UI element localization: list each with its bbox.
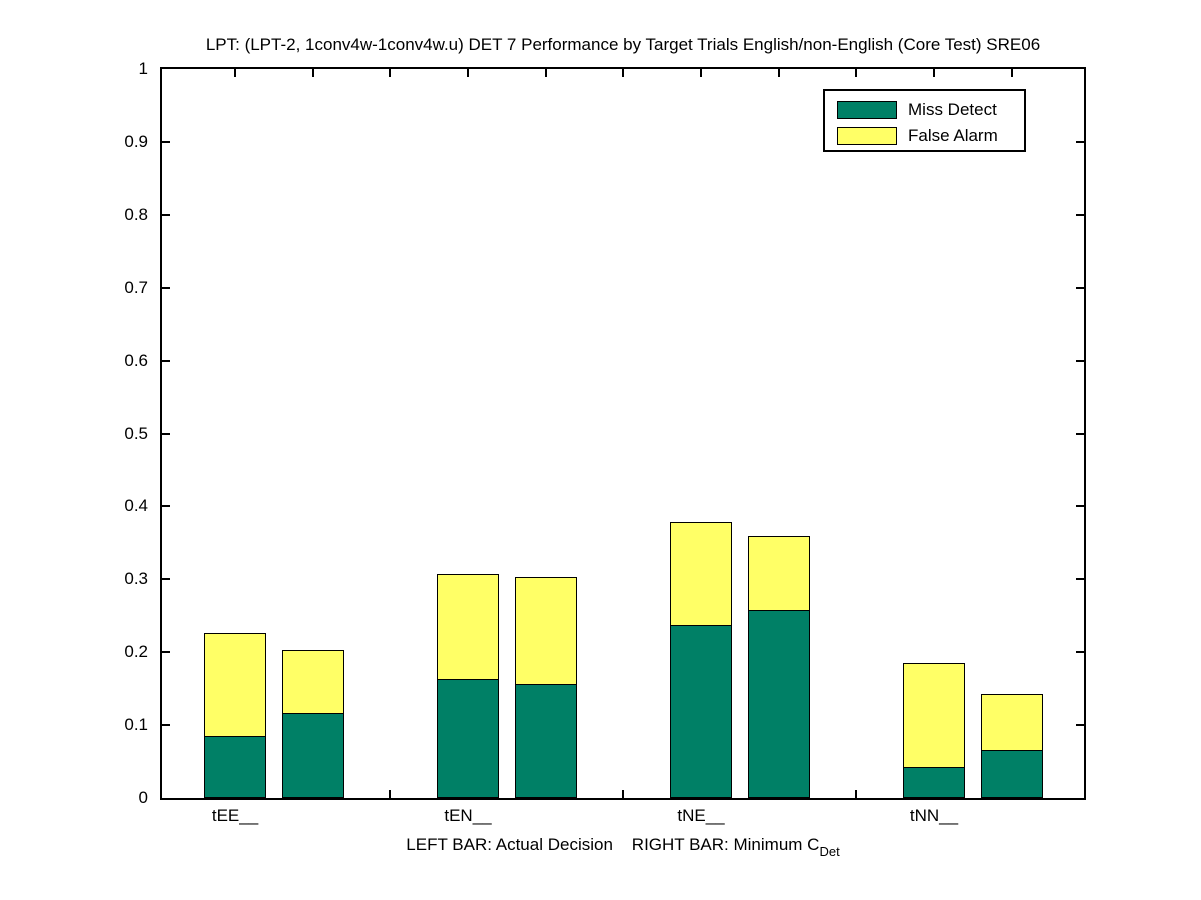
- y-axis-tick-right: [1076, 651, 1084, 654]
- x-axis-tick-bottom: [855, 790, 858, 798]
- y-tick-label: 0.6: [124, 350, 148, 370]
- y-axis-tick-right: [1076, 140, 1084, 143]
- x-axis-tick-top: [855, 69, 858, 77]
- y-axis-tick-left: [162, 578, 170, 581]
- y-tick-label: 0: [138, 788, 148, 807]
- stacked-bar-minimum-cdet-tEE: [282, 649, 344, 798]
- y-axis-tick-left: [162, 213, 170, 216]
- legend-item-miss-detect: Miss Detect: [837, 98, 1024, 121]
- x-axis-tick-bottom: [622, 790, 625, 798]
- x-axis-tick-top: [777, 69, 780, 77]
- y-axis-tick-left: [162, 286, 170, 289]
- y-tick-label: 0.7: [124, 277, 148, 297]
- x-tick-label: tNE__: [677, 806, 725, 825]
- y-axis-tick-right: [1076, 213, 1084, 216]
- stacked-bar-actual-decision-tEN: [437, 573, 499, 798]
- x-tick-label: tNN__: [909, 806, 959, 825]
- y-axis-tick-right: [1076, 724, 1084, 727]
- false-alarm-segment: [515, 576, 577, 686]
- legend: Miss Detect False Alarm: [823, 89, 1026, 152]
- legend-item-false-alarm: False Alarm: [837, 124, 1024, 147]
- miss-detect-swatch: [837, 100, 897, 119]
- stacked-bar-actual-decision-tNN: [903, 662, 965, 798]
- bar-meaning-note: LEFT BAR: Actual Decision RIGHT BAR: Min…: [160, 835, 1086, 859]
- miss-detect-segment: [748, 610, 810, 798]
- bar-meaning-text: LEFT BAR: Actual Decision RIGHT BAR: Min…: [406, 835, 820, 854]
- y-tick-label: 0.8: [124, 204, 148, 224]
- y-tick-label: 0.5: [124, 423, 148, 443]
- false-alarm-segment: [282, 649, 344, 715]
- y-axis-tick-left: [162, 432, 170, 435]
- x-axis-tick-top: [467, 69, 469, 77]
- false-alarm-segment: [748, 535, 810, 612]
- y-tick-label: 0.1: [124, 715, 148, 735]
- false-alarm-segment: [670, 521, 732, 627]
- y-axis-tick-right: [1076, 505, 1084, 508]
- x-axis-tick-top: [389, 69, 392, 77]
- miss-detect-segment: [903, 767, 965, 798]
- chart-title: LPT: (LPT-2, 1conv4w-1conv4w.u) DET 7 Pe…: [205, 35, 1041, 54]
- y-tick-label: 0.9: [124, 131, 148, 151]
- plot-area: [160, 67, 1086, 800]
- y-axis-tick-left: [162, 505, 170, 508]
- stacked-bar-minimum-cdet-tNE: [748, 535, 810, 798]
- legend-label-miss-detect: Miss Detect: [908, 99, 997, 119]
- miss-detect-segment: [981, 750, 1043, 798]
- x-axis-tick-top: [933, 69, 935, 77]
- y-axis-tick-right: [1076, 578, 1084, 581]
- miss-detect-segment: [670, 625, 732, 798]
- bar-meaning-subscript: Det: [819, 844, 840, 859]
- y-axis-tick-left: [162, 651, 170, 654]
- false-alarm-segment: [204, 632, 266, 738]
- stacked-bar-actual-decision-tEE: [204, 632, 266, 798]
- y-tick-label: 1: [138, 59, 148, 78]
- y-axis-tick-right: [1076, 286, 1084, 289]
- x-axis-tick-top: [622, 69, 625, 77]
- y-axis-tick-right: [1076, 432, 1084, 435]
- x-tick-label: tEE__: [211, 806, 259, 825]
- y-tick-label: 0.3: [124, 569, 148, 589]
- y-tick-label: 0.4: [124, 496, 148, 516]
- y-axis-tick-left: [162, 140, 170, 143]
- y-axis-tick-left: [162, 724, 170, 727]
- x-axis-tick-top: [1010, 69, 1013, 77]
- x-axis-tick-top: [311, 69, 314, 77]
- y-axis-tick-left: [162, 359, 170, 362]
- false-alarm-segment: [437, 573, 499, 681]
- stacked-bar-minimum-cdet-tEN: [515, 576, 577, 798]
- miss-detect-segment: [437, 679, 499, 798]
- y-tick-label: 0.2: [124, 642, 148, 662]
- miss-detect-segment: [282, 713, 344, 798]
- x-axis-tick-top: [234, 69, 236, 77]
- stacked-bar-actual-decision-tNE: [670, 521, 732, 798]
- x-axis-tick-top: [700, 69, 702, 77]
- miss-detect-segment: [204, 736, 266, 798]
- y-axis-tick-right: [1076, 359, 1084, 362]
- false-alarm-segment: [903, 662, 965, 769]
- miss-detect-segment: [515, 684, 577, 798]
- legend-label-false-alarm: False Alarm: [908, 125, 998, 145]
- false-alarm-segment: [981, 693, 1043, 752]
- x-axis-tick-top: [544, 69, 547, 77]
- x-tick-label: tEN__: [444, 806, 492, 825]
- x-axis-tick-bottom: [389, 790, 392, 798]
- false-alarm-swatch: [837, 126, 897, 145]
- stacked-bar-minimum-cdet-tNN: [981, 693, 1043, 798]
